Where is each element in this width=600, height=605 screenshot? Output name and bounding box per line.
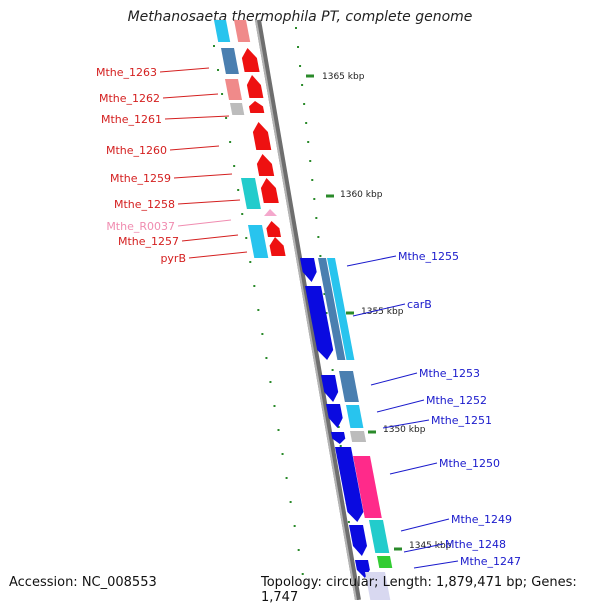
- gene-label-leader: [181, 234, 239, 242]
- cog-block: [230, 103, 245, 115]
- gene-arrow-plus[interactable]: [321, 375, 339, 402]
- gene-label-plus[interactable]: Mthe_1250: [439, 457, 500, 470]
- gene-label-leader: [389, 462, 438, 475]
- cog-block: [221, 48, 239, 74]
- cog-block: [346, 405, 364, 428]
- gene-label-plus[interactable]: Mthe_1249: [451, 513, 512, 526]
- gene-label-minus[interactable]: Mthe_1257: [118, 235, 179, 248]
- scale-label: 1345 kbp: [409, 541, 452, 551]
- scale-label: 1365 kbp: [322, 72, 365, 82]
- gene-arrow-plus[interactable]: [331, 432, 346, 444]
- gene-arrow-plus[interactable]: [349, 525, 367, 556]
- scale-label: 1355 kbp: [361, 307, 404, 317]
- gene-label-minus[interactable]: Mthe_1258: [114, 198, 175, 211]
- gene-label-minus[interactable]: Mthe_1262: [99, 92, 160, 105]
- gene-label-minus[interactable]: Mthe_1263: [96, 66, 157, 79]
- cog-block: [327, 258, 355, 360]
- gene-label-plus[interactable]: Mthe_1252: [426, 394, 487, 407]
- gene-label-plus[interactable]: Mthe_1247: [460, 555, 521, 568]
- genome-axis-highlight: [255, 19, 357, 600]
- gene-label-plus[interactable]: carB: [407, 298, 432, 311]
- gene-label-leader: [382, 419, 430, 429]
- cog-block: [353, 456, 382, 518]
- gene-label-plus[interactable]: Mthe_1253: [419, 367, 480, 380]
- cog-block: [248, 225, 269, 258]
- gene-arrow-plus[interactable]: [335, 447, 364, 522]
- gene-arrow-minus[interactable]: [260, 178, 279, 203]
- gene-label-minus[interactable]: Mthe_R0037: [106, 220, 175, 233]
- gene-arrow-minus[interactable]: [246, 75, 264, 98]
- gene-label-leader: [352, 303, 406, 317]
- accession-label: Accession: NC_008553: [9, 575, 157, 590]
- gene-label-leader: [403, 543, 444, 553]
- gene-arrow-minus[interactable]: [252, 122, 272, 150]
- cog-block: [339, 371, 359, 402]
- cog-block: [365, 572, 391, 600]
- gene-arrow-minus[interactable]: [249, 101, 265, 113]
- gene-label-leader: [177, 199, 241, 205]
- gene-arrow-plus[interactable]: [305, 286, 334, 360]
- gene-arrow-plus[interactable]: [326, 404, 343, 428]
- gene-arrow-plus[interactable]: [300, 258, 317, 282]
- gene-label-leader: [177, 219, 232, 227]
- cog-block: [377, 556, 393, 568]
- cog-block: [214, 20, 231, 42]
- cog-block: [369, 520, 390, 553]
- gene-label-minus[interactable]: Mthe_1259: [110, 172, 171, 185]
- cog-block: [225, 79, 242, 100]
- gene-label-minus[interactable]: Mthe_1260: [106, 144, 167, 157]
- gene-label-leader: [173, 173, 233, 179]
- topology-label: Topology: circular; Length: 1,879,471 bp…: [261, 575, 577, 605]
- cog-block: [318, 258, 346, 360]
- gene-label-minus[interactable]: pyrB: [160, 252, 186, 265]
- cog-block: [350, 431, 367, 442]
- gene-label-plus[interactable]: Mthe_1255: [398, 250, 459, 263]
- gene-label-leader: [164, 115, 230, 120]
- map-title: Methanosaeta thermophila PT, complete ge…: [127, 9, 473, 25]
- cog-block: [241, 178, 261, 209]
- gene-label-minus[interactable]: Mthe_1261: [101, 113, 162, 126]
- gene-label-leader: [413, 560, 459, 569]
- cog-block: [234, 20, 251, 42]
- scale-label: 1350 kbp: [383, 425, 426, 435]
- gene-arrow-minus[interactable]: [241, 48, 260, 72]
- gene-arrow-minus[interactable]: [269, 237, 286, 256]
- genome-axis: [255, 19, 361, 600]
- gene-label-leader: [159, 67, 210, 73]
- gene-arrow-minus[interactable]: [256, 154, 275, 176]
- gene-label-leader: [370, 372, 418, 386]
- gene-label-leader: [188, 251, 248, 259]
- gene-label-leader: [169, 145, 220, 151]
- gene-arrow-minus[interactable]: [266, 221, 281, 237]
- gene-label-plus[interactable]: Mthe_1248: [445, 538, 506, 551]
- gene-label-leader: [162, 93, 219, 99]
- gene-label-plus[interactable]: Mthe_1251: [431, 414, 492, 427]
- trna-arrow[interactable]: [264, 209, 277, 216]
- gene-label-leader: [346, 255, 397, 267]
- gene-label-leader: [400, 518, 450, 532]
- scale-label: 1360 kbp: [340, 190, 383, 200]
- gene-label-leader: [376, 399, 425, 413]
